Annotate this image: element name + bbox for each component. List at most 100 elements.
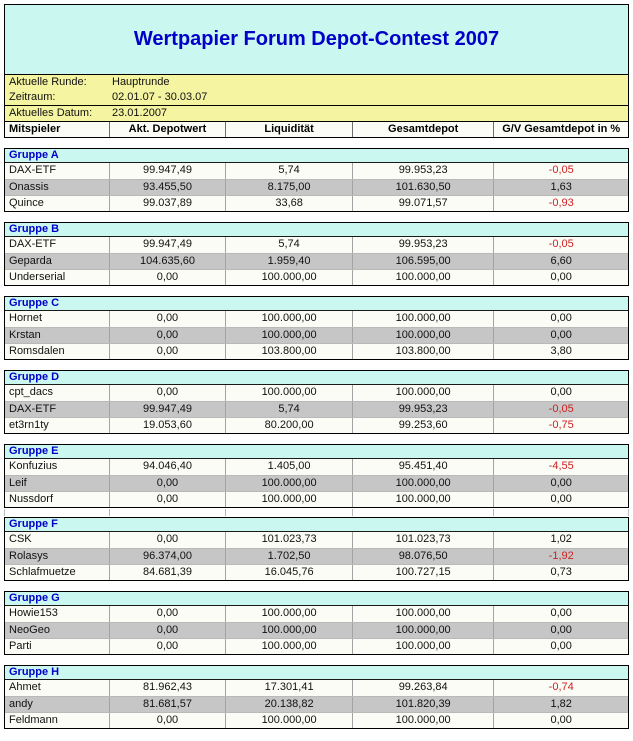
depotwert-cell: 81.681,57: [108, 697, 226, 712]
depotwert-cell: 93.455,50: [108, 180, 226, 195]
liquiditaet-cell: 100.000,00: [225, 476, 352, 491]
gv-percent-cell: 0,00: [493, 623, 628, 638]
gv-percent-cell: 1,82: [493, 697, 628, 712]
liquiditaet-cell: 1.959,40: [225, 254, 352, 269]
liquiditaet-cell: 17.301,41: [225, 680, 352, 696]
depotwert-cell: 0,00: [108, 311, 226, 327]
gv-percent-cell: 1,63: [493, 180, 628, 195]
gesamtdepot-cell: 98.076,50: [351, 549, 494, 564]
table-column-header: Mitspieler Akt. Depotwert Liquidität Gesamt…: [4, 121, 629, 138]
table-row: DAX-ETF 99.947,49 5,74 99.953,23 -0,05: [5, 237, 628, 253]
table-row: Parti 0,00 100.000,00 100.000,00 0,00: [5, 638, 628, 654]
player-name-cell: Krstan: [9, 329, 41, 341]
player-name-cell: Underserial: [9, 271, 66, 283]
period-info-row: Zeitraum: 02.01.07 - 30.03.07: [5, 90, 628, 105]
player-name-cell: DAX-ETF: [9, 238, 57, 250]
liquiditaet-cell: 16.045,76: [225, 565, 352, 580]
gv-percent-cell: 0,00: [493, 270, 628, 285]
group-section: Gruppe H Ahmet 81.962,43 17.301,41 99.26…: [4, 665, 629, 729]
round-info-box: Aktuelle Runde: Hauptrunde Zeitraum: 02.…: [4, 74, 629, 106]
group-section: Gruppe F CSK 0,00 101.023,73 101.023,73 …: [4, 517, 629, 581]
group-section: Gruppe E Konfuzius 94.046,40 1.405,00 95…: [4, 444, 629, 508]
column-header-3: Gesamtdepot: [351, 122, 494, 137]
table-row: Geparda 104.635,60 1.959,40 106.595,00 6…: [5, 253, 628, 269]
table-row: Krstan 0,00 100.000,00 100.000,00 0,00: [5, 327, 628, 343]
empty-spacer-row: [4, 509, 629, 516]
group-header: Gruppe H: [5, 666, 628, 680]
table-row: Onassis 93.455,50 8.175,00 101.630,50 1,…: [5, 179, 628, 195]
page-title: Wertpapier Forum Depot-Contest 2007: [133, 28, 500, 50]
table-row: Konfuzius 94.046,40 1.405,00 95.451,40 -…: [5, 459, 628, 475]
groups-container: Gruppe A DAX-ETF 99.947,49 5,74 99.953,2…: [4, 148, 629, 729]
date-info-row: Aktuelles Datum: 23.01.2007: [5, 106, 628, 121]
depotwert-cell: 104.635,60: [108, 254, 226, 269]
liquiditaet-cell: 103.800,00: [225, 344, 352, 359]
gesamtdepot-cell: 101.630,50: [351, 180, 494, 195]
group-section: Gruppe D cpt_dacs 0,00 100.000,00 100.00…: [4, 370, 629, 434]
group-header: Gruppe A: [5, 149, 628, 163]
player-name-cell: NeoGeo: [9, 624, 50, 636]
gv-percent-cell: 6,60: [493, 254, 628, 269]
liquiditaet-cell: 5,74: [225, 402, 352, 417]
gesamtdepot-cell: 99.953,23: [351, 163, 494, 179]
player-name-cell: Feldmann: [9, 714, 58, 726]
depotwert-cell: 99.037,89: [108, 196, 226, 211]
liquiditaet-cell: 100.000,00: [225, 606, 352, 622]
current-date-label: Aktuelles Datum:: [9, 107, 93, 119]
depotwert-cell: 96.374,00: [108, 549, 226, 564]
player-name-cell: CSK: [9, 533, 32, 545]
empty-spacer-cell: [351, 509, 494, 516]
gesamtdepot-cell: 100.000,00: [351, 623, 494, 638]
empty-spacer-cell: [493, 509, 628, 516]
gesamtdepot-cell: 99.071,57: [351, 196, 494, 211]
table-row: DAX-ETF 99.947,49 5,74 99.953,23 -0,05: [5, 163, 628, 179]
gesamtdepot-cell: 99.953,23: [351, 402, 494, 417]
gesamtdepot-cell: 100.000,00: [351, 311, 494, 327]
column-header-2: Liquidität: [225, 122, 352, 137]
liquiditaet-cell: 1.702,50: [225, 549, 352, 564]
group-rows: Howie153 0,00 100.000,00 100.000,00 0,00…: [5, 606, 628, 654]
group-header: Gruppe C: [5, 297, 628, 311]
spreadsheet: Wertpapier Forum Depot-Contest 2007 Aktu…: [4, 4, 629, 729]
table-row: Feldmann 0,00 100.000,00 100.000,00 0,00: [5, 712, 628, 728]
depotwert-cell: 0,00: [108, 639, 226, 654]
player-name-cell: Howie153: [9, 607, 58, 619]
player-name-cell: Leif: [9, 477, 27, 489]
gesamtdepot-cell: 103.800,00: [351, 344, 494, 359]
date-info-box: Aktuelles Datum: 23.01.2007: [4, 105, 629, 122]
player-name-cell: Nussdorf: [9, 493, 54, 505]
depotwert-cell: 0,00: [108, 476, 226, 491]
table-row: andy 81.681,57 20.138,82 101.820,39 1,82: [5, 696, 628, 712]
liquiditaet-cell: 101.023,73: [225, 532, 352, 548]
table-row: Leif 0,00 100.000,00 100.000,00 0,00: [5, 475, 628, 491]
player-name-cell: DAX-ETF: [9, 403, 57, 415]
depotwert-cell: 99.947,49: [108, 237, 226, 253]
group-header: Gruppe G: [5, 592, 628, 606]
gesamtdepot-cell: 100.000,00: [351, 606, 494, 622]
player-name-cell: et3rn1ty: [9, 419, 49, 431]
table-row: Ahmet 81.962,43 17.301,41 99.263,84 -0,7…: [5, 680, 628, 696]
table-row: Schlafmuetze 84.681,39 16.045,76 100.727…: [5, 564, 628, 580]
gv-percent-cell: -1,92: [493, 549, 628, 564]
depotwert-cell: 0,00: [108, 385, 226, 401]
group-rows: DAX-ETF 99.947,49 5,74 99.953,23 -0,05 O…: [5, 163, 628, 211]
depotwert-cell: 0,00: [108, 328, 226, 343]
gv-percent-cell: 0,00: [493, 713, 628, 728]
gv-percent-cell: 0,00: [493, 606, 628, 622]
table-row: Hornet 0,00 100.000,00 100.000,00 0,00: [5, 311, 628, 327]
gesamtdepot-cell: 100.000,00: [351, 713, 494, 728]
round-value: Hauptrunde: [112, 76, 170, 88]
gv-percent-cell: 0,00: [493, 311, 628, 327]
liquiditaet-cell: 5,74: [225, 237, 352, 253]
gesamtdepot-cell: 100.727,15: [351, 565, 494, 580]
table-row: Romsdalen 0,00 103.800,00 103.800,00 3,8…: [5, 343, 628, 359]
player-name-cell: andy: [9, 698, 33, 710]
depotwert-cell: 0,00: [108, 270, 226, 285]
liquiditaet-cell: 33,68: [225, 196, 352, 211]
gv-percent-cell: 0,00: [493, 476, 628, 491]
gesamtdepot-cell: 100.000,00: [351, 639, 494, 654]
gv-percent-cell: 0,73: [493, 565, 628, 580]
depotwert-cell: 99.947,49: [108, 163, 226, 179]
table-row: NeoGeo 0,00 100.000,00 100.000,00 0,00: [5, 622, 628, 638]
depotwert-cell: 94.046,40: [108, 459, 226, 475]
